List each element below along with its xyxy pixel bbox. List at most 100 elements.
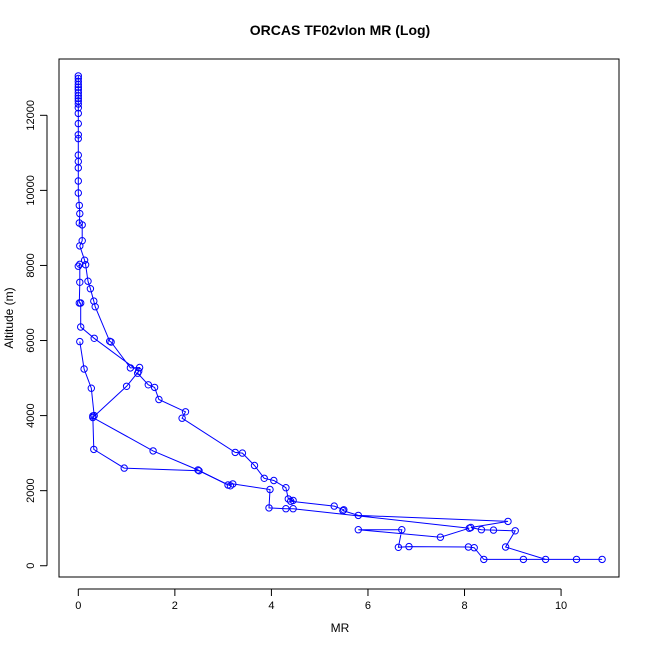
series-line [77, 75, 603, 560]
data-point [464, 543, 473, 551]
data-point [436, 533, 445, 541]
x-axis-label: MR [331, 621, 350, 635]
x-tick-label: 6 [365, 600, 371, 612]
data-point [519, 555, 528, 564]
data-point [287, 497, 295, 505]
data-point [126, 364, 135, 372]
data-point [265, 504, 273, 512]
data-point [231, 448, 239, 457]
data-point [135, 367, 143, 375]
data-point [541, 555, 550, 564]
data-point [76, 209, 84, 218]
data-point [289, 505, 297, 513]
data-point [354, 511, 362, 520]
data-point [330, 502, 338, 510]
data-point [511, 527, 519, 535]
data-point [78, 221, 86, 229]
data-point [75, 299, 84, 307]
data-point [504, 517, 512, 526]
data-point [74, 177, 83, 185]
data-point [339, 506, 347, 515]
data-point [598, 555, 606, 564]
data-point [477, 526, 486, 534]
x-tick-label: 2 [172, 600, 178, 612]
data-point [80, 256, 89, 264]
data-point [465, 524, 473, 532]
data-point [501, 543, 510, 551]
data-point [86, 285, 95, 293]
data-point [74, 80, 83, 89]
data-point [74, 83, 83, 91]
data-point [81, 261, 90, 269]
data-point [90, 445, 98, 454]
plot-frame [58, 58, 620, 578]
data-point [260, 474, 268, 482]
y-tick-label: 8000 [25, 253, 37, 277]
y-axis-label: Altitude (m) [2, 287, 16, 348]
y-tick-label: 12000 [25, 100, 37, 131]
series-line [79, 341, 231, 487]
x-tick-label: 8 [461, 600, 467, 612]
data-point [144, 381, 153, 389]
data-point [120, 464, 128, 472]
data-point [122, 382, 131, 390]
data-point [270, 476, 278, 485]
data-point [226, 482, 235, 490]
data-point [405, 542, 413, 551]
data-point [470, 544, 478, 552]
data-point [77, 323, 85, 331]
data-point [149, 447, 157, 455]
data-point [76, 242, 84, 250]
data-point [75, 201, 84, 210]
data-point [194, 466, 202, 474]
data-point [284, 495, 292, 503]
x-tick-label: 10 [555, 600, 567, 612]
data-point [394, 543, 403, 551]
data-point [74, 72, 83, 80]
data-point [155, 395, 163, 404]
y-tick-label: 10000 [25, 175, 37, 206]
data-point [74, 94, 83, 103]
data-point [74, 134, 83, 143]
data-point [74, 189, 83, 197]
data-point [84, 277, 92, 285]
data-point [76, 260, 84, 268]
data-point [89, 412, 97, 420]
data-point [250, 461, 259, 470]
data-point [266, 485, 274, 494]
data-point [74, 262, 83, 270]
data-point [74, 131, 83, 139]
data-point [178, 414, 186, 422]
data-point [181, 408, 190, 416]
data-point [229, 480, 237, 488]
data-point [90, 334, 98, 342]
data-point [74, 92, 83, 100]
data-point [150, 383, 159, 392]
data-point [340, 506, 348, 514]
data-point [74, 119, 83, 128]
data-point [80, 365, 88, 373]
data-point [76, 337, 84, 346]
data-point [76, 278, 84, 286]
data-point [90, 297, 98, 305]
data-point [74, 89, 83, 97]
data-point [74, 104, 83, 112]
axes-layer: 0 2 4 6 8 10 0 2000 4000 6000 8000 10000 12000 [25, 100, 567, 612]
y-tick-label: 4000 [25, 403, 37, 427]
data-point [107, 338, 115, 346]
data-point [74, 109, 83, 118]
series-layer [74, 72, 606, 564]
data-point [354, 526, 362, 534]
data-point [87, 384, 96, 392]
data-point [74, 164, 83, 172]
x-tick-label: 0 [75, 600, 81, 612]
data-point [480, 555, 488, 564]
y-tick-label: 6000 [25, 328, 37, 352]
data-point [74, 100, 83, 108]
data-point [91, 303, 99, 311]
chart-title: ORCAS TF02vlon MR (Log) [250, 22, 430, 38]
data-point [238, 449, 247, 457]
y-tick-label: 2000 [25, 478, 37, 502]
y-tick-label: 0 [25, 563, 37, 569]
